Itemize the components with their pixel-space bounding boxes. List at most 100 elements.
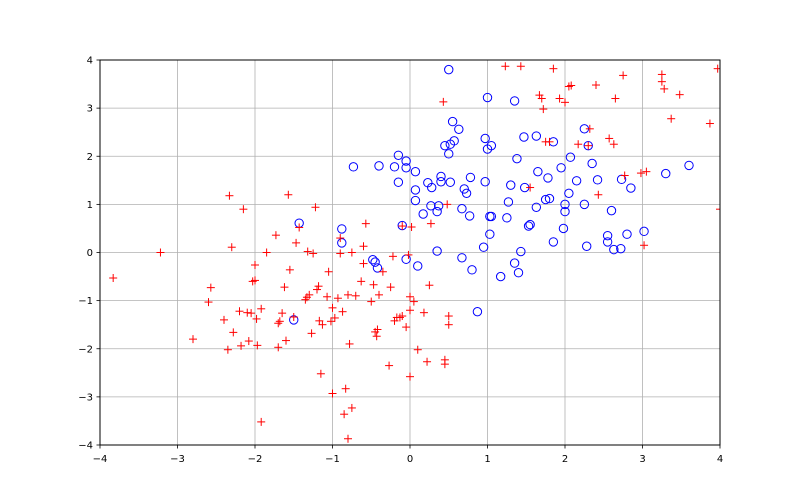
data-point-plus	[109, 274, 118, 283]
data-point-plus	[318, 320, 327, 329]
data-point-plus	[407, 222, 416, 231]
data-point-circle	[440, 140, 450, 151]
data-point-circle	[661, 168, 671, 179]
data-point-circle	[571, 176, 582, 186]
data-point-plus	[274, 343, 283, 352]
data-point-plus	[545, 137, 554, 146]
data-point-plus	[225, 191, 234, 200]
data-point-circle	[616, 243, 626, 254]
data-point-plus	[425, 281, 434, 290]
data-point-circle	[467, 265, 477, 275]
data-point-plus	[328, 389, 337, 398]
data-point-plus	[705, 119, 714, 128]
x-tick-label: 1	[484, 454, 490, 465]
data-point-circle	[560, 199, 570, 210]
data-point-plus	[328, 303, 337, 312]
data-point-circle	[480, 177, 490, 187]
data-point-circle	[587, 158, 597, 169]
data-point-circle	[433, 201, 444, 211]
x-tick-label: 2	[562, 454, 568, 465]
data-point-circle	[602, 237, 613, 247]
data-point-circle	[582, 241, 592, 251]
data-point-plus	[713, 64, 720, 73]
data-point-circle	[558, 223, 569, 234]
data-point-plus	[278, 309, 287, 318]
data-point-plus	[549, 64, 558, 73]
data-point-plus	[567, 81, 576, 90]
data-point-circle	[432, 206, 442, 217]
data-point-circle	[531, 202, 542, 212]
data-point-plus	[220, 315, 228, 324]
data-point-plus	[555, 94, 564, 103]
data-point-plus	[251, 261, 259, 270]
data-point-circle	[523, 221, 534, 231]
data-point-plus	[620, 171, 629, 180]
data-point-plus	[516, 62, 525, 71]
data-point-circle	[556, 163, 566, 173]
data-point-plus	[657, 70, 666, 79]
data-points	[109, 62, 720, 443]
data-point-plus	[285, 265, 294, 274]
data-point-plus	[323, 292, 332, 301]
data-point-plus	[526, 183, 535, 192]
data-point-circle	[368, 255, 378, 265]
data-point-plus	[537, 94, 546, 103]
data-point-circle	[337, 238, 347, 248]
data-point-plus	[227, 243, 236, 252]
data-point-circle	[444, 64, 454, 75]
data-point-circle	[401, 163, 411, 173]
data-point-circle	[684, 160, 694, 171]
data-point-circle	[374, 161, 384, 171]
x-tick-label: 4	[717, 454, 723, 465]
data-point-plus	[594, 190, 603, 199]
data-point-circle	[410, 166, 421, 177]
y-tick-label: −2	[78, 344, 93, 355]
data-point-circle	[606, 205, 617, 216]
data-point-plus	[378, 267, 387, 276]
data-point-plus	[609, 140, 618, 149]
data-point-circle	[540, 194, 551, 205]
data-point-plus	[426, 219, 435, 228]
data-point-circle	[485, 229, 495, 239]
data-point-plus	[237, 341, 246, 350]
data-point-plus	[361, 219, 370, 228]
data-point-plus	[324, 267, 333, 276]
data-point-plus	[347, 403, 356, 412]
data-point-plus	[247, 309, 256, 318]
data-point-circle	[626, 183, 636, 193]
data-point-plus	[257, 304, 266, 313]
data-point-plus	[404, 250, 413, 259]
data-point-plus	[406, 306, 414, 315]
data-point-circle	[401, 156, 411, 166]
data-point-plus	[357, 277, 366, 286]
data-point-circle	[495, 271, 506, 282]
data-point-circle	[454, 124, 464, 135]
data-point-circle	[503, 197, 514, 207]
data-point-circle	[486, 211, 497, 222]
data-point-plus	[561, 98, 569, 107]
data-point-circle	[565, 152, 576, 162]
data-point-plus	[351, 291, 360, 300]
data-point-circle	[609, 244, 619, 255]
data-point-plus	[280, 283, 289, 292]
data-point-circle	[465, 172, 476, 183]
data-point-plus	[619, 71, 628, 80]
data-point-plus	[262, 248, 271, 257]
data-point-plus	[359, 242, 368, 251]
data-point-plus	[409, 297, 418, 306]
y-tick-label: −1	[78, 296, 93, 307]
x-tick-label: 3	[639, 454, 645, 465]
data-point-plus	[611, 94, 620, 103]
x-tick-label: −4	[93, 454, 108, 465]
data-point-plus	[253, 341, 262, 350]
data-point-plus	[605, 134, 614, 143]
data-point-circle	[436, 171, 446, 182]
data-point-circle	[461, 188, 472, 199]
data-point-circle	[464, 211, 475, 221]
data-point-plus	[636, 169, 645, 178]
data-point-circle	[445, 177, 455, 187]
data-point-circle	[509, 96, 520, 106]
data-point-plus	[439, 97, 448, 106]
